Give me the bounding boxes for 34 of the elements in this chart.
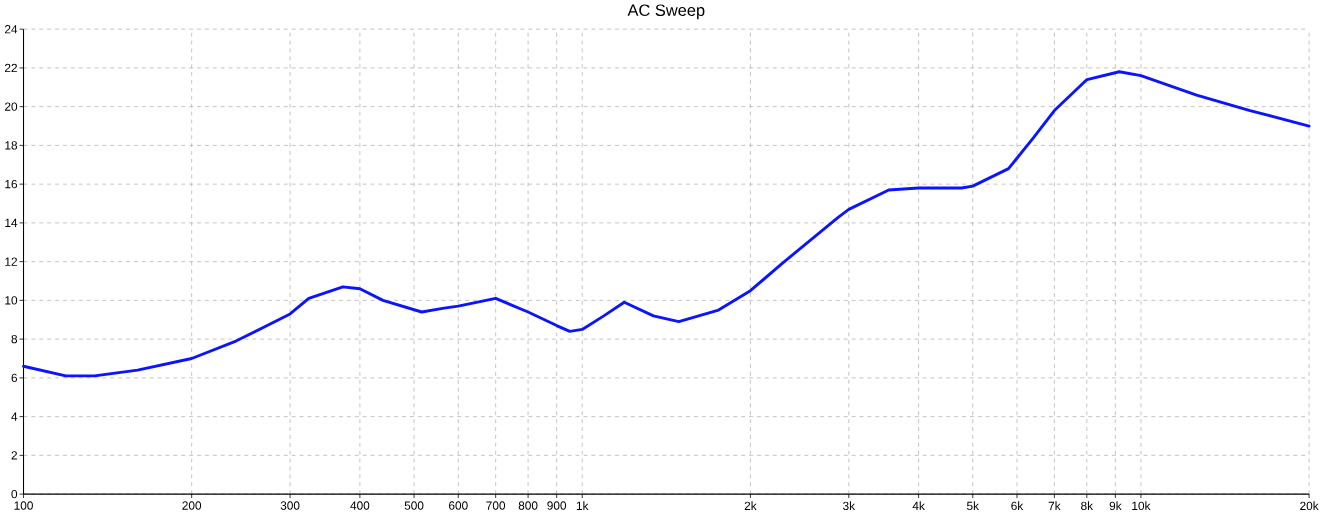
x-tick-label: 900 <box>547 501 567 510</box>
x-tick-label: 800 <box>518 501 538 510</box>
y-tick-label: 12 <box>5 257 17 266</box>
y-tick-label: 0 <box>11 489 18 499</box>
x-tick-label: 400 <box>350 501 370 510</box>
x-tick-label: 2k <box>744 501 757 510</box>
x-tick-label: 10k <box>1132 501 1151 510</box>
y-tick-label: 8 <box>11 334 18 344</box>
y-tick-label: 6 <box>11 373 18 382</box>
y-tick-label: 4 <box>11 412 18 421</box>
x-tick-label: 700 <box>486 501 506 510</box>
x-tick-label: 8k <box>1081 501 1094 510</box>
y-tick-label: 22 <box>5 63 17 72</box>
y-tick-label: 16 <box>5 179 18 189</box>
y-tick-label: 10 <box>5 295 18 305</box>
x-tick-label: 300 <box>280 501 300 510</box>
y-tick-label: 20 <box>5 102 18 111</box>
x-tick-label: 200 <box>182 501 202 510</box>
x-tick-label: 6k <box>1011 501 1024 510</box>
x-tick-label: 3k <box>843 501 856 510</box>
x-tick-label: 5k <box>966 501 980 510</box>
x-tick-label: 4k <box>912 501 925 510</box>
y-tick-label: 18 <box>5 141 18 150</box>
chart-title: AC Sweep <box>627 4 705 20</box>
x-tick-label: 9k <box>1109 501 1122 510</box>
x-tick-label: 20k <box>1300 501 1319 510</box>
x-tick-label: 7k <box>1048 501 1061 510</box>
y-tick-label: 2 <box>11 451 17 460</box>
y-tick-label: 14 <box>5 218 18 227</box>
x-tick-label: 600 <box>449 501 468 510</box>
y-tick-label: 24 <box>5 24 18 34</box>
x-tick-label: 100 <box>14 501 33 510</box>
x-tick-label: 500 <box>404 501 424 510</box>
x-tick-label: 1k <box>576 501 589 510</box>
